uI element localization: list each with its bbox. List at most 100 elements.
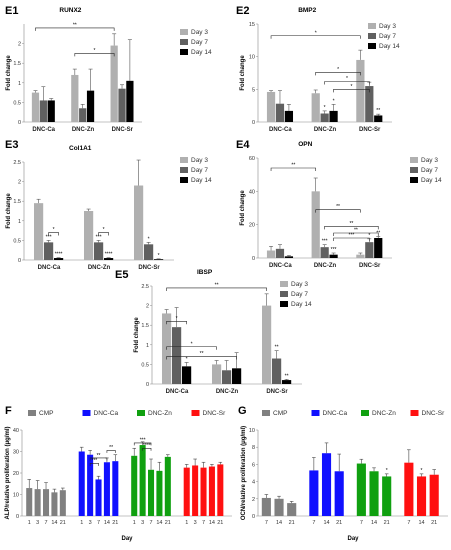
significance-label: **** (105, 252, 113, 258)
bar (309, 470, 319, 516)
bar (134, 185, 144, 260)
x-tick-label: 21 (336, 520, 342, 526)
y-tick-label: 1.5 (13, 61, 21, 67)
significance-label: * (158, 253, 160, 259)
bar (156, 470, 163, 516)
panel-label: E1 (5, 5, 18, 17)
legend-entry: DNC-Zn (372, 410, 396, 417)
legend-swatch (368, 23, 376, 29)
x-tick-label: 21 (112, 520, 118, 526)
y-tick-label: 2 (18, 42, 21, 48)
legend-entry: Day 14 (191, 177, 212, 184)
bar (148, 469, 155, 516)
y-axis-label: Fold change (6, 55, 12, 91)
x-tick-label: 14 (156, 520, 162, 526)
bar (275, 103, 285, 122)
legend-swatch (180, 177, 188, 183)
y-tick-label: 0 (252, 256, 255, 262)
y-tick-label: 2.5 (141, 284, 149, 290)
bar (374, 115, 383, 122)
y-tick-label: 10 (249, 55, 255, 61)
panel-e5: E5 IBSP 0 0.5 1 1.5 2 2.5 Fold change DNC-Ca DNC-Z… (115, 269, 312, 395)
significance-bracket (98, 232, 109, 236)
category-label: DNC-Sr (359, 263, 381, 269)
x-tick-label: 7 (44, 520, 47, 526)
category-label: DNC-Sr (138, 265, 160, 271)
bar (139, 445, 146, 516)
significance-label: ** (200, 351, 204, 357)
significance-label: *** (322, 239, 328, 245)
panel-label: E4 (236, 139, 250, 151)
significance-label: * (176, 316, 178, 322)
legend-swatch (180, 39, 188, 45)
bar (183, 467, 190, 516)
legend-swatch (137, 410, 145, 416)
significance-bracket (166, 320, 187, 325)
legend-entry: Day 7 (191, 39, 208, 46)
bar (84, 211, 94, 260)
significance-bracket (270, 35, 361, 39)
bar (43, 489, 50, 516)
significance-bracket (74, 53, 115, 57)
y-tick-label: 0 (16, 514, 19, 520)
legend-swatch (262, 410, 270, 416)
significance-label: ** (349, 221, 353, 227)
legend-entry: DNC-Zn (148, 410, 172, 417)
chart-title: RUNX2 (59, 7, 81, 14)
y-tick-label: 1.5 (141, 323, 149, 329)
significance-label: * (346, 76, 348, 82)
bar (34, 489, 41, 516)
legend-swatch (368, 33, 376, 39)
x-tick-label: 3 (36, 520, 39, 526)
bar (287, 503, 297, 516)
category-label: DNC-Ca (166, 389, 189, 395)
significance-bracket (142, 447, 152, 451)
y-tick-label: 40 (13, 428, 19, 434)
bar (192, 465, 199, 516)
x-tick-label: 14 (418, 520, 424, 526)
legend-entry: Day 3 (191, 29, 208, 36)
legend-swatch (191, 410, 200, 416)
significance-label: * (368, 233, 370, 239)
bar (416, 476, 427, 516)
legend-swatch (280, 281, 288, 287)
y-axis-label: Fold change (6, 193, 12, 229)
significance-label: ** (354, 228, 358, 234)
x-tick-label: 14 (276, 520, 282, 526)
bar (232, 368, 242, 384)
significance-bracket (166, 287, 267, 291)
legend-entry: Day 14 (421, 177, 442, 184)
y-axis-label: Fold change (240, 190, 246, 226)
y-tick-label: 6 (252, 462, 255, 468)
bar (154, 259, 164, 260)
bar (334, 471, 344, 516)
bar (39, 100, 47, 122)
bar (329, 110, 338, 122)
y-tick-label: 0 (146, 382, 149, 388)
significance-label: *** (349, 233, 355, 239)
chart-title: OPN (298, 141, 312, 148)
panel-label: G (238, 405, 247, 417)
significance-label: ** (215, 282, 219, 288)
bar (79, 108, 87, 122)
significance-label: * (386, 468, 388, 474)
y-tick-label: 2 (18, 180, 21, 186)
significance-label: * (53, 227, 55, 233)
bar (200, 467, 207, 516)
legend-entry: Day 14 (379, 43, 400, 50)
legend-swatch (180, 49, 188, 55)
x-tick-label: 1 (28, 520, 31, 526)
x-tick-label: 7 (407, 520, 410, 526)
significance-bracket (89, 463, 99, 466)
significance-label: * (94, 48, 96, 54)
bar (275, 248, 285, 258)
bar (262, 305, 272, 384)
bar (94, 242, 104, 260)
bar (320, 247, 329, 258)
bar (311, 191, 320, 258)
category-label: DNC-Zn (314, 127, 337, 133)
significance-bracket (333, 89, 370, 93)
y-tick-label: 2.5 (13, 160, 21, 166)
significance-label: ** (73, 22, 77, 28)
